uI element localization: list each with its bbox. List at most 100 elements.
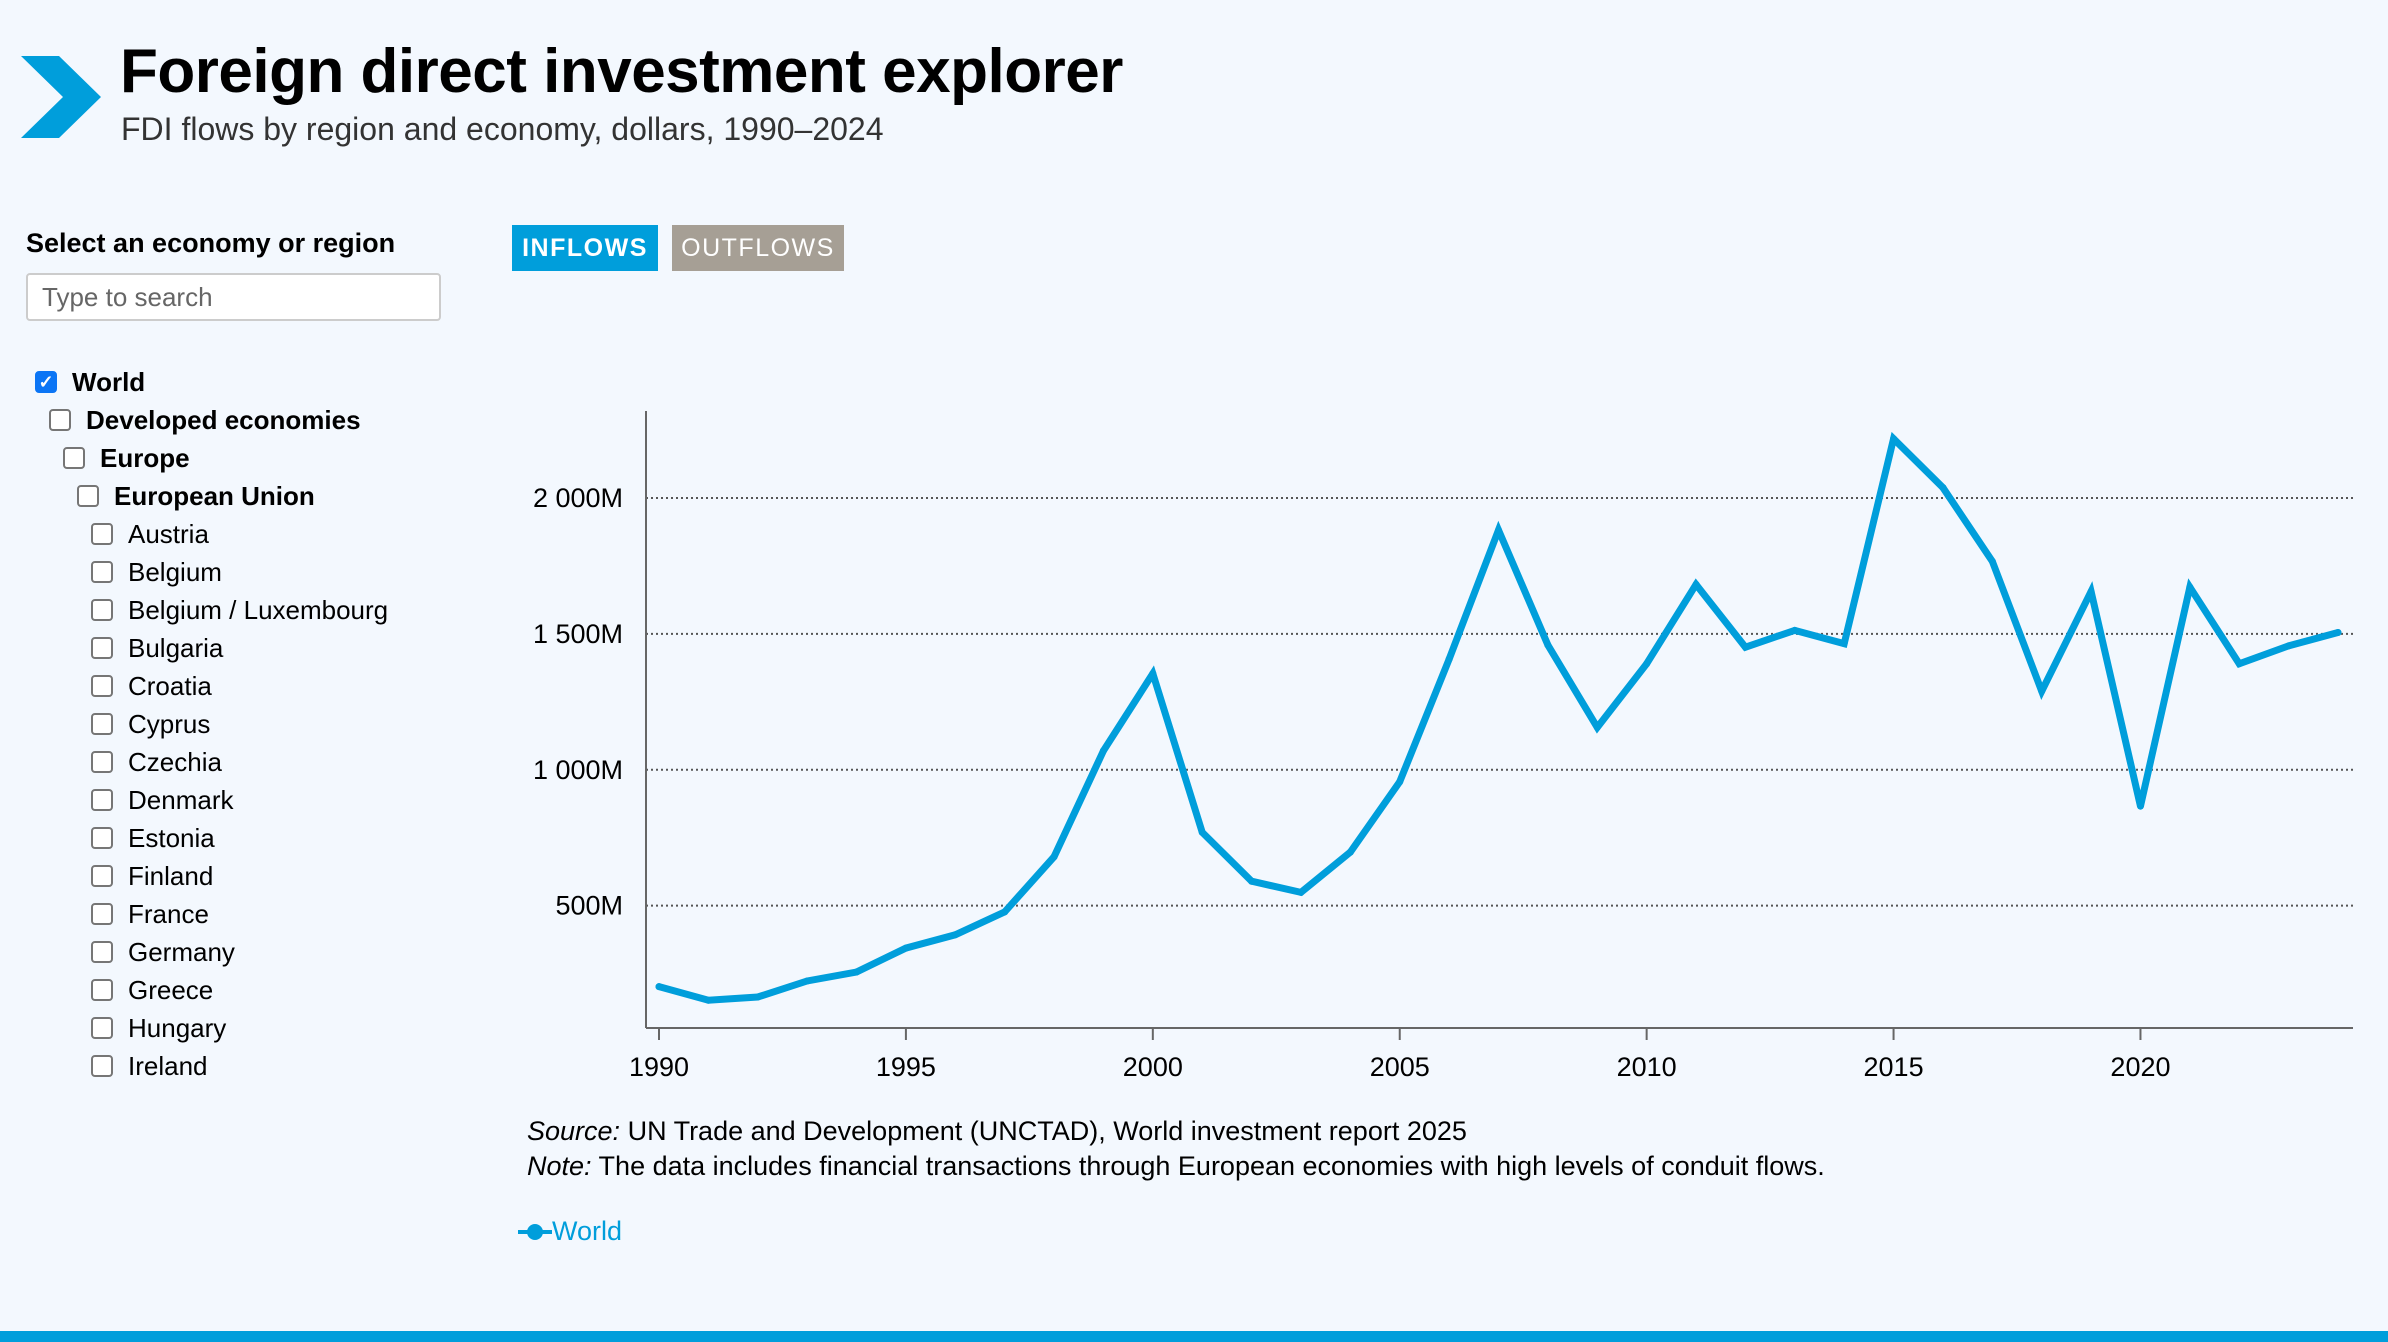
checkbox-checked[interactable]: ✓ xyxy=(35,371,57,393)
checkbox[interactable] xyxy=(91,523,113,545)
page-title: Foreign direct investment explorer xyxy=(120,37,1123,106)
data-point xyxy=(1988,557,1996,565)
page-subtitle: FDI flows by region and economy, dollars… xyxy=(121,111,884,147)
tree-item-label: Greece xyxy=(128,974,214,1005)
data-point xyxy=(902,944,910,952)
data-point xyxy=(1741,643,1749,651)
tree-item-label: Developed economies xyxy=(86,404,361,435)
data-point xyxy=(1346,848,1354,856)
tree-item-label: Ireland xyxy=(128,1050,208,1081)
tab-inflows[interactable]: INFLOWS xyxy=(512,225,658,271)
chevron-right-icon xyxy=(21,56,101,138)
checkbox[interactable] xyxy=(91,827,113,849)
checkbox[interactable] xyxy=(91,903,113,925)
data-point xyxy=(1890,435,1898,443)
search-input[interactable] xyxy=(26,273,441,321)
data-point xyxy=(1099,747,1107,755)
checkbox[interactable] xyxy=(91,789,113,811)
tab-outflows[interactable]: OUTFLOWS xyxy=(672,225,844,271)
y-tick-label: 1 000M xyxy=(533,755,623,785)
checkbox[interactable] xyxy=(91,599,113,621)
data-point xyxy=(803,977,811,985)
data-point xyxy=(2334,629,2342,637)
data-point xyxy=(1198,828,1206,836)
tree-item[interactable]: Europe xyxy=(63,439,190,477)
data-point xyxy=(1149,670,1157,678)
data-point xyxy=(1692,580,1700,588)
checkbox[interactable] xyxy=(91,637,113,659)
tree-item[interactable]: ✓ World xyxy=(35,363,145,401)
checkbox[interactable] xyxy=(63,447,85,469)
tree-item-label: Belgium / Luxembourg xyxy=(128,594,389,625)
tree-item[interactable]: Austria xyxy=(91,515,209,553)
data-point xyxy=(1593,723,1601,731)
data-point xyxy=(655,983,663,991)
data-point xyxy=(1445,655,1453,663)
y-tick-label: 2 000M xyxy=(533,483,623,513)
checkbox[interactable] xyxy=(91,751,113,773)
tree-item[interactable]: European Union xyxy=(77,477,315,515)
x-tick-label: 2015 xyxy=(1864,1052,1924,1082)
tree-item[interactable]: Denmark xyxy=(91,781,233,819)
data-point xyxy=(2235,660,2243,668)
checkbox[interactable] xyxy=(49,409,71,431)
checkbox[interactable] xyxy=(91,1017,113,1039)
data-point xyxy=(2136,802,2144,810)
checkbox[interactable] xyxy=(91,713,113,735)
checkbox[interactable] xyxy=(91,979,113,1001)
tree-item-label: Cyprus xyxy=(128,708,211,739)
tree-item-label: Croatia xyxy=(128,670,212,701)
tree-item[interactable]: Czechia xyxy=(91,743,222,781)
y-tick-label: 1 500M xyxy=(533,619,623,649)
tree-item-label: Czechia xyxy=(128,746,222,777)
data-point xyxy=(1396,778,1404,786)
tree-item[interactable]: Greece xyxy=(91,971,213,1009)
tree-item[interactable]: Finland xyxy=(91,857,213,895)
tree-item[interactable]: France xyxy=(91,895,209,933)
x-tick-label: 1995 xyxy=(876,1052,936,1082)
tree-item-label: Bulgaria xyxy=(128,632,224,663)
y-tick-label: 500M xyxy=(555,891,623,921)
x-tick-label: 2010 xyxy=(1617,1052,1677,1082)
data-point xyxy=(1248,877,1256,885)
tree-item-label: Belgium xyxy=(128,556,222,587)
data-point xyxy=(704,996,712,1004)
tree-item[interactable]: Estonia xyxy=(91,819,215,857)
data-point xyxy=(1297,888,1305,896)
data-point xyxy=(1050,853,1058,861)
tree-item-label: Austria xyxy=(128,518,209,549)
data-point xyxy=(1495,526,1502,534)
data-point xyxy=(2087,587,2095,595)
tree-item[interactable]: Germany xyxy=(91,933,235,971)
tree-item[interactable]: Croatia xyxy=(91,667,212,705)
checkbox[interactable] xyxy=(91,1055,113,1077)
tree-item[interactable]: Ireland xyxy=(91,1047,208,1085)
data-point xyxy=(1840,640,1848,648)
legend-marker-icon xyxy=(518,1223,552,1240)
checkbox[interactable] xyxy=(91,865,113,887)
tree-item[interactable]: Belgium / Luxembourg xyxy=(91,591,388,629)
data-point xyxy=(1544,641,1552,649)
data-point xyxy=(2186,583,2194,591)
checkbox[interactable] xyxy=(91,941,113,963)
checkbox[interactable] xyxy=(91,675,113,697)
tree-item-label: Denmark xyxy=(128,784,234,815)
tree-item-label: European Union xyxy=(114,480,315,511)
economy-select-label: Select an economy or region xyxy=(26,228,396,258)
fdi-line-chart: 500M 1 000M 1 500M 2 000M 1990 1995 2000 2005 20… xyxy=(533,411,2353,1082)
tree-item-label: Estonia xyxy=(128,822,215,853)
x-tick-label: 2000 xyxy=(1123,1052,1183,1082)
tree-item[interactable]: Cyprus xyxy=(91,705,210,743)
legend-label: World xyxy=(552,1216,623,1246)
tree-item[interactable]: Developed economies xyxy=(49,401,361,439)
data-point xyxy=(853,968,861,976)
bottom-bar xyxy=(0,1331,2388,1342)
tree-item[interactable]: Belgium xyxy=(91,553,222,591)
x-tick-label: 2020 xyxy=(2110,1052,2170,1082)
tree-item[interactable]: Hungary xyxy=(91,1009,226,1047)
legend-item-world[interactable]: World xyxy=(518,1216,622,1247)
tree-item[interactable]: Bulgaria xyxy=(91,629,223,667)
checkbox[interactable] xyxy=(77,485,99,507)
series-line-world xyxy=(655,431,2342,1004)
checkbox[interactable] xyxy=(91,561,113,583)
